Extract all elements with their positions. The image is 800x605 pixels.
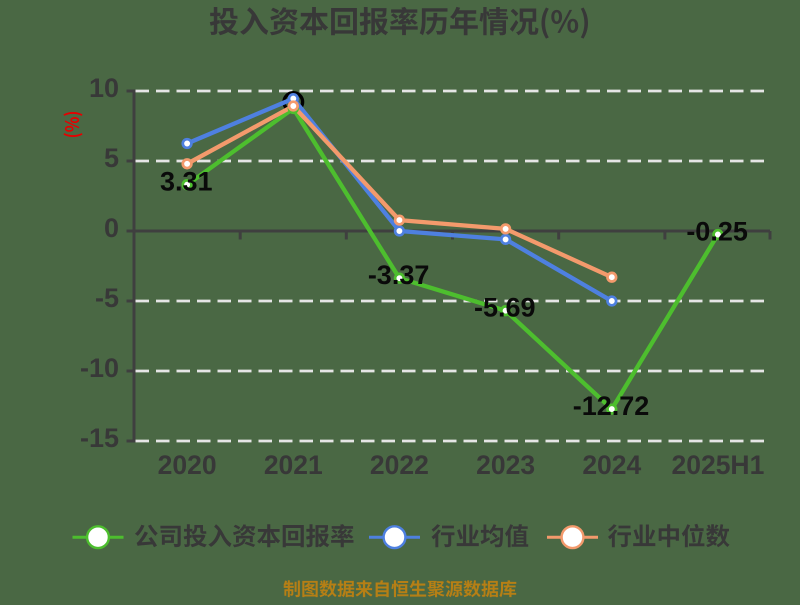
svg-text:-12.72: -12.72 bbox=[573, 391, 650, 421]
svg-text:5: 5 bbox=[104, 143, 119, 173]
svg-text:-3.37: -3.37 bbox=[368, 260, 430, 290]
svg-text:2022: 2022 bbox=[370, 450, 429, 480]
svg-text:3.31: 3.31 bbox=[160, 167, 213, 197]
svg-text:0: 0 bbox=[104, 213, 119, 243]
svg-text:-5: -5 bbox=[95, 283, 119, 313]
svg-text:-15: -15 bbox=[80, 423, 119, 453]
svg-text:2025H1: 2025H1 bbox=[671, 450, 764, 480]
svg-text:10: 10 bbox=[89, 73, 119, 103]
svg-text:2020: 2020 bbox=[158, 450, 217, 480]
svg-text:2021: 2021 bbox=[264, 450, 323, 480]
svg-text:2023: 2023 bbox=[476, 450, 535, 480]
svg-text:2024: 2024 bbox=[582, 450, 641, 480]
svg-text:-0.25: -0.25 bbox=[686, 216, 748, 246]
svg-text:-5.69: -5.69 bbox=[474, 293, 536, 323]
svg-text:-10: -10 bbox=[80, 353, 119, 383]
